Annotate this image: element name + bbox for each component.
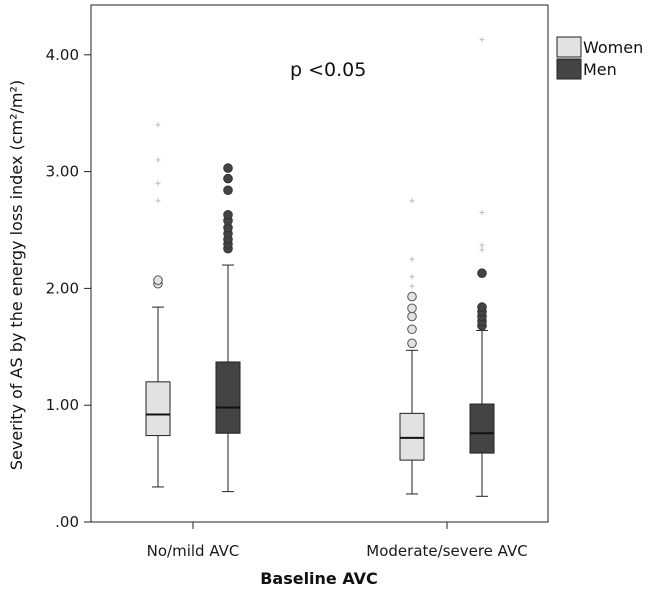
extreme-point — [479, 242, 485, 248]
outlier-point — [407, 291, 417, 302]
extreme-point — [155, 157, 161, 163]
box-women-0 — [145, 122, 171, 488]
y-tick-label: 1.00 — [46, 396, 79, 414]
box-iqr — [215, 361, 241, 434]
y-axis-title: Severity of AS by the energy loss index … — [7, 80, 26, 470]
box-women-1 — [399, 198, 425, 495]
extreme-point — [409, 198, 415, 204]
outlier-point — [223, 163, 233, 173]
extreme-point — [479, 209, 485, 215]
extreme-point — [479, 247, 485, 253]
y-tick-label: 2.00 — [46, 279, 79, 297]
extreme-point — [409, 256, 415, 262]
y-axis-ticks: .00 1.00 2.00 3.00 4.00 — [46, 46, 91, 531]
box-men-1 — [469, 37, 495, 497]
extreme-point — [155, 198, 161, 204]
x-axis-title: Baseline AVC — [260, 569, 378, 588]
outlier-point — [477, 302, 487, 312]
x-category-label: No/mild AVC — [147, 542, 240, 560]
outlier-point — [477, 268, 487, 279]
outlier-point — [407, 338, 417, 349]
x-category-label: Moderate/severe AVC — [366, 542, 527, 560]
y-tick-label: 3.00 — [46, 163, 79, 181]
y-tick-label: 4.00 — [46, 46, 79, 64]
box-iqr — [145, 381, 171, 437]
outlier-point — [407, 324, 417, 335]
legend: Women Men — [556, 36, 643, 80]
legend-label-women: Women — [583, 38, 643, 57]
outlier-point — [223, 210, 233, 220]
extreme-point — [409, 274, 415, 280]
outlier-point — [153, 275, 163, 286]
outlier-point — [407, 303, 417, 314]
box-men-0 — [215, 163, 241, 493]
outlier-point — [223, 185, 233, 196]
outlier-point — [407, 311, 417, 322]
extreme-point — [155, 180, 161, 186]
box-iqr — [469, 403, 495, 454]
extreme-point — [409, 283, 415, 289]
box-iqr — [399, 412, 425, 461]
outlier-point — [223, 173, 233, 184]
legend-label-men: Men — [583, 60, 617, 79]
legend-swatch-women — [556, 36, 582, 58]
y-tick-label: .00 — [55, 513, 79, 531]
legend-swatch-men — [556, 58, 582, 80]
extreme-point — [479, 37, 485, 43]
chart-marks — [145, 37, 495, 497]
x-axis-categories: No/mild AVC Moderate/severe AVC — [147, 522, 528, 560]
extreme-point — [155, 122, 161, 128]
p-value-annotation: p <0.05 — [290, 59, 366, 81]
